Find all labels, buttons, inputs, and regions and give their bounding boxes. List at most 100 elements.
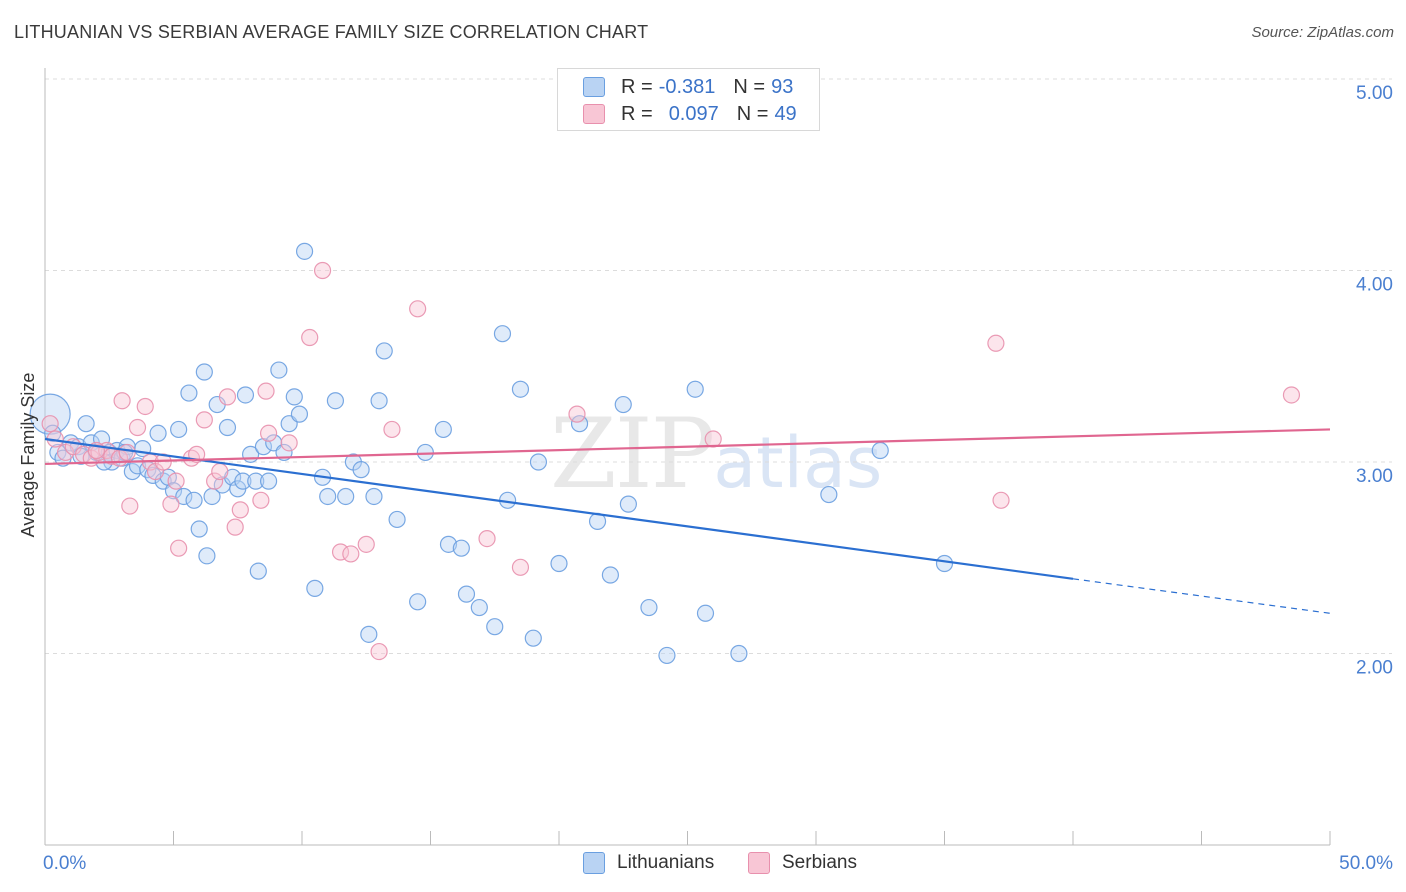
point-lithuanians bbox=[457, 585, 476, 603]
series-label-lithuanians: Lithuanians bbox=[617, 852, 715, 873]
point-lithuanians bbox=[29, 393, 71, 435]
point-lithuanians bbox=[470, 598, 488, 617]
point-lithuanians bbox=[234, 472, 252, 490]
point-lithuanians bbox=[871, 441, 889, 460]
point-serbians bbox=[113, 392, 131, 410]
series-legend-serbians[interactable]: Serbians bbox=[748, 852, 857, 874]
point-serbians bbox=[218, 388, 237, 406]
trend-line-lithuanians bbox=[44, 437, 1074, 580]
legend-row-serbians: R = 0.097 N = 49 bbox=[583, 102, 797, 126]
point-lithuanians bbox=[295, 242, 314, 260]
point-lithuanians bbox=[306, 579, 324, 597]
point-lithuanians bbox=[730, 644, 748, 663]
point-lithuanians bbox=[409, 593, 427, 611]
x-tick-label-min: 0.0% bbox=[43, 853, 86, 874]
point-serbians bbox=[231, 501, 249, 519]
series-legend-lithuanians[interactable]: Lithuanians bbox=[583, 852, 714, 874]
point-lithuanians bbox=[319, 487, 337, 506]
point-serbians bbox=[195, 411, 213, 429]
point-lithuanians bbox=[529, 453, 548, 471]
trend-lines bbox=[44, 428, 1331, 614]
point-lithuanians bbox=[619, 495, 637, 513]
point-lithuanians bbox=[511, 380, 530, 398]
legend-n-value: 93 bbox=[771, 75, 794, 98]
y-tick-label: 5.00 bbox=[1356, 83, 1393, 104]
point-lithuanians bbox=[434, 420, 452, 439]
data-points bbox=[29, 242, 1301, 665]
point-serbians bbox=[259, 424, 278, 442]
legend-r-value: 0.097 bbox=[668, 102, 719, 125]
point-lithuanians bbox=[614, 395, 632, 414]
point-lithuanians bbox=[170, 420, 188, 439]
y-tick-label: 2.00 bbox=[1356, 658, 1393, 679]
point-lithuanians bbox=[820, 485, 838, 504]
point-lithuanians bbox=[149, 424, 167, 442]
point-serbians bbox=[568, 405, 586, 423]
point-lithuanians bbox=[452, 539, 470, 557]
point-lithuanians bbox=[370, 392, 388, 410]
point-lithuanians bbox=[337, 487, 355, 506]
point-serbians bbox=[301, 328, 319, 347]
legend-swatch-serbians bbox=[583, 104, 605, 124]
gridlines bbox=[45, 78, 1392, 654]
point-lithuanians bbox=[198, 547, 216, 565]
point-serbians bbox=[313, 261, 332, 280]
y-axis-label: Average Family Size bbox=[18, 373, 38, 538]
point-lithuanians bbox=[270, 361, 288, 379]
point-serbians bbox=[357, 535, 375, 553]
point-serbians bbox=[206, 472, 224, 490]
point-lithuanians bbox=[77, 415, 95, 433]
point-serbians bbox=[162, 495, 180, 513]
point-lithuanians bbox=[185, 491, 203, 509]
point-serbians bbox=[992, 491, 1010, 509]
point-lithuanians bbox=[236, 386, 255, 404]
legend-r-label: R = bbox=[621, 75, 653, 98]
point-lithuanians bbox=[935, 554, 954, 573]
point-serbians bbox=[478, 529, 496, 548]
watermark: ZIPatlas bbox=[550, 398, 882, 510]
point-lithuanians bbox=[416, 443, 434, 462]
point-serbians bbox=[170, 539, 188, 557]
legend-n-label: N = bbox=[736, 102, 769, 125]
point-lithuanians bbox=[550, 554, 568, 573]
point-lithuanians bbox=[486, 618, 504, 636]
point-lithuanians bbox=[249, 562, 267, 580]
point-lithuanians bbox=[175, 487, 193, 506]
point-lithuanians bbox=[375, 342, 393, 360]
watermark-atlas: atlas bbox=[713, 422, 883, 504]
point-lithuanians bbox=[195, 363, 213, 381]
point-serbians bbox=[211, 462, 229, 481]
trend-line-extension-lithuanians bbox=[1072, 578, 1331, 614]
point-lithuanians bbox=[640, 598, 658, 617]
point-lithuanians bbox=[570, 415, 589, 433]
point-serbians bbox=[41, 415, 59, 433]
point-serbians bbox=[511, 558, 530, 576]
point-lithuanians bbox=[439, 535, 458, 553]
series-swatch-lithuanians bbox=[583, 852, 605, 874]
legend-swatch-lithuanians bbox=[583, 77, 605, 97]
point-lithuanians bbox=[365, 487, 383, 506]
point-lithuanians bbox=[190, 520, 208, 538]
point-lithuanians bbox=[247, 472, 265, 490]
point-serbians bbox=[342, 545, 360, 563]
legend-n-value: 49 bbox=[774, 102, 797, 125]
point-lithuanians bbox=[524, 629, 542, 647]
point-serbians bbox=[383, 420, 401, 439]
axes bbox=[44, 68, 1331, 846]
point-serbians bbox=[118, 443, 136, 462]
point-serbians bbox=[280, 434, 298, 452]
point-serbians bbox=[370, 642, 388, 661]
point-serbians bbox=[252, 491, 270, 509]
point-lithuanians bbox=[493, 325, 512, 343]
trend-line-serbians bbox=[44, 428, 1331, 466]
source-credit: Source: ZipAtlas.com bbox=[1251, 24, 1394, 41]
point-serbians bbox=[136, 397, 154, 416]
point-lithuanians bbox=[164, 482, 183, 500]
point-lithuanians bbox=[218, 418, 237, 437]
point-lithuanians bbox=[326, 392, 345, 410]
point-serbians bbox=[167, 472, 185, 490]
point-serbians bbox=[1282, 386, 1301, 404]
point-serbians bbox=[128, 418, 147, 437]
point-serbians bbox=[331, 543, 350, 561]
